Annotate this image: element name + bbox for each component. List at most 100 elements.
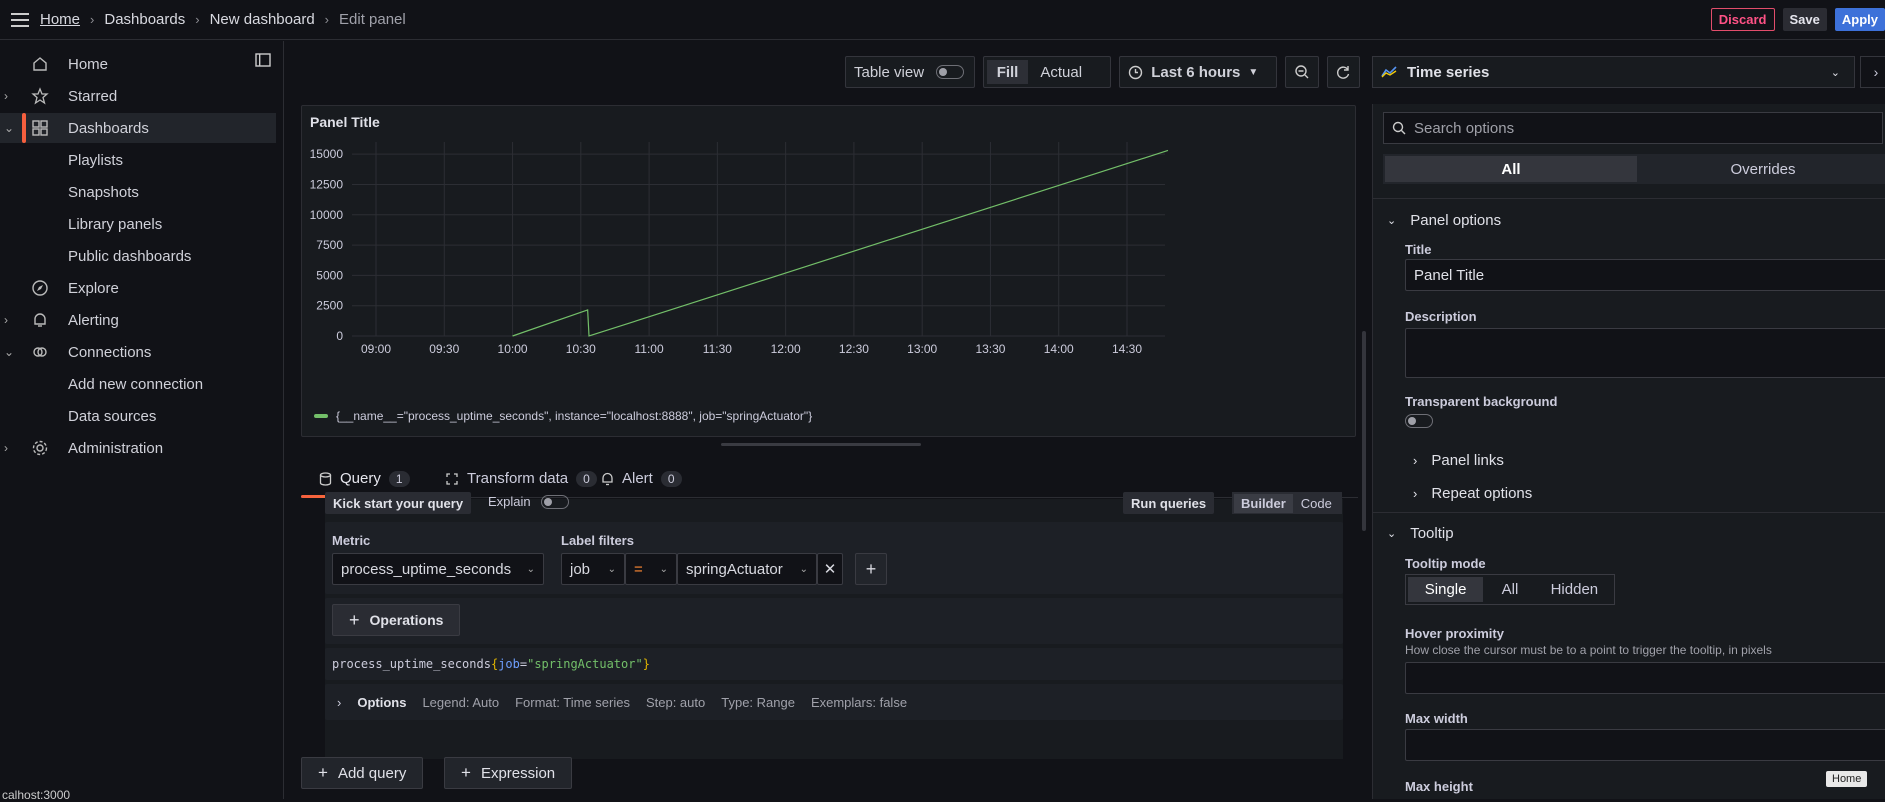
table-view-toggle[interactable]: Table view (845, 56, 975, 88)
toggle-switch[interactable] (936, 65, 965, 79)
time-series-icon (1381, 66, 1397, 78)
database-icon (319, 471, 332, 486)
sidebar-item-label: Playlists (68, 151, 124, 169)
sidebar-item-explore[interactable]: Explore (0, 273, 276, 303)
chevron-down-icon[interactable]: ⌄ (4, 121, 15, 135)
transparent-background-toggle[interactable] (1405, 414, 1433, 428)
sidebar-item-starred[interactable]: › Starred (0, 81, 276, 111)
panel-links-header[interactable]: › Panel links (1413, 452, 1504, 469)
label-value-select[interactable]: springActuator ⌄ (677, 553, 817, 585)
repeat-options-header[interactable]: › Repeat options (1413, 485, 1532, 502)
add-filter-button[interactable]: + (855, 553, 887, 585)
panel-editor-main: Table view Fill Actual Last 6 hours ▼ Pa… (285, 41, 1366, 799)
x-tick-label: 09:30 (429, 342, 459, 356)
hover-proximity-input[interactable] (1405, 662, 1885, 694)
chevron-right-icon[interactable]: › (4, 313, 8, 327)
sidebar-item-snapshots[interactable]: Snapshots (0, 177, 276, 207)
sidebar-item-library-panels[interactable]: Library panels (0, 209, 276, 239)
explain-label: Explain (488, 494, 531, 509)
code-button[interactable]: Code (1300, 495, 1332, 511)
sidebar-item-public-dashboards[interactable]: Public dashboards (0, 241, 276, 271)
chevron-right-icon[interactable]: › (4, 441, 8, 455)
metric-select[interactable]: process_uptime_seconds ⌄ (332, 553, 544, 585)
title-input[interactable]: Panel Title (1405, 259, 1885, 291)
sidebar-item-administration[interactable]: › Administration (0, 433, 276, 463)
builder-button[interactable]: Builder (1234, 493, 1293, 513)
sidebar-item-dashboards[interactable]: ⌄ Dashboards (0, 113, 276, 143)
chevron-down-icon[interactable]: ⌄ (4, 345, 15, 359)
promql-preview: process_uptime_seconds{job = "springActuat… (325, 648, 1343, 680)
breadcrumb-new-dashboard[interactable]: New dashboard (209, 11, 315, 28)
search-icon (1392, 121, 1406, 135)
tab-alert[interactable]: Alert 0 (601, 470, 682, 487)
discard-button[interactable]: Discard (1710, 8, 1775, 31)
max-height-label: Max height (1405, 779, 1473, 794)
sidebar-item-add-new-connection[interactable]: Add new connection (0, 369, 276, 399)
add-query-button[interactable]: + Add query (301, 757, 424, 789)
home-key-badge: Home (1826, 771, 1868, 787)
breadcrumb-home[interactable]: Home (40, 11, 81, 28)
toggle-switch[interactable] (540, 494, 569, 509)
table-view-label: Table view (854, 63, 925, 81)
tooltip-mode-hidden[interactable]: Hidden (1550, 581, 1599, 598)
actual-button[interactable]: Actual (1040, 63, 1083, 81)
transform-icon (446, 472, 458, 485)
time-range-picker[interactable]: Last 6 hours ▼ (1119, 56, 1278, 88)
collapse-pane-button[interactable]: › (1860, 56, 1885, 88)
tab-count-badge: 0 (660, 470, 682, 487)
series-line (512, 149, 1169, 337)
tooltip-header[interactable]: ⌄ Tooltip (1387, 525, 1454, 542)
query-options-row[interactable]: › Options Legend: Auto Format: Time seri… (325, 684, 1343, 720)
sidebar-item-playlists[interactable]: Playlists (0, 145, 276, 175)
apply-button[interactable]: Apply (1834, 8, 1885, 31)
chart-legend[interactable]: {__name__="process_uptime_seconds", inst… (314, 409, 812, 423)
zoom-out-button[interactable] (1285, 56, 1319, 88)
explain-toggle[interactable]: Explain (488, 494, 569, 509)
run-queries-button[interactable]: Run queries (1123, 492, 1215, 514)
tab-label: Query (340, 470, 381, 487)
sidebar-item-connections[interactable]: ⌄ Connections (0, 337, 276, 367)
save-button[interactable]: Save (1782, 8, 1827, 31)
chevron-right-icon: › (1413, 486, 1418, 501)
tab-query[interactable]: Query 1 (319, 470, 410, 487)
scrollbar[interactable] (1362, 331, 1366, 531)
remove-filter-button[interactable]: ✕ (817, 553, 843, 585)
x-tick-label: 10:30 (566, 342, 596, 356)
chevron-right-icon[interactable]: › (4, 89, 8, 103)
transparent-background-label: Transparent background (1405, 394, 1558, 409)
refresh-button[interactable] (1326, 56, 1360, 88)
resize-handle[interactable] (721, 443, 921, 446)
overrides-tab[interactable]: Overrides (1730, 160, 1796, 178)
tab-label: Alert (622, 470, 653, 487)
sidebar: Home › Starred ⌄ Dashboards Playlists Sn… (0, 41, 284, 799)
menu-icon[interactable] (0, 12, 40, 27)
expression-button[interactable]: + Expression (444, 757, 573, 789)
chevron-down-icon: ⌄ (799, 563, 808, 575)
tooltip-mode-all[interactable]: All (1501, 581, 1519, 598)
close-icon: ✕ (823, 561, 837, 578)
fill-button[interactable]: Fill (986, 60, 1029, 84)
description-input[interactable] (1405, 328, 1885, 378)
tab-transform-data[interactable]: Transform data 0 (445, 470, 597, 487)
sidebar-item-home[interactable]: Home (0, 49, 276, 79)
breadcrumb-dashboards[interactable]: Dashboards (104, 11, 186, 28)
label-operator-select[interactable]: = ⌄ (625, 553, 677, 585)
sidebar-item-alerting[interactable]: › Alerting (0, 305, 276, 335)
label-operator-value: = (634, 560, 643, 578)
visualization-picker[interactable]: Time series ⌄ (1372, 56, 1855, 88)
sidebar-item-label: Connections (68, 343, 152, 361)
kick-start-button[interactable]: Kick start your query (325, 492, 472, 514)
max-width-input[interactable] (1405, 729, 1885, 761)
tooltip-mode-single[interactable]: Single (1408, 577, 1484, 602)
sidebar-item-data-sources[interactable]: Data sources (0, 401, 276, 431)
dock-menu-icon[interactable] (255, 53, 271, 70)
all-tab[interactable]: All (1385, 156, 1637, 182)
time-series-chart[interactable]: 15000 12500 10000 7500 5000 2500 0 09:00 09:30 10… (302, 136, 1355, 406)
status-url: calhost:3000 (0, 788, 73, 802)
search-options-input[interactable]: Search options (1383, 112, 1883, 144)
panel-options-header[interactable]: ⌄ Panel options (1387, 212, 1501, 229)
y-tick-label: 10000 (310, 208, 344, 222)
options-list: Search options All Overrides ⌄ Panel opt… (1372, 104, 1885, 799)
operations-button[interactable]: + Operations (332, 604, 461, 636)
label-key-select[interactable]: job ⌄ (561, 553, 625, 585)
